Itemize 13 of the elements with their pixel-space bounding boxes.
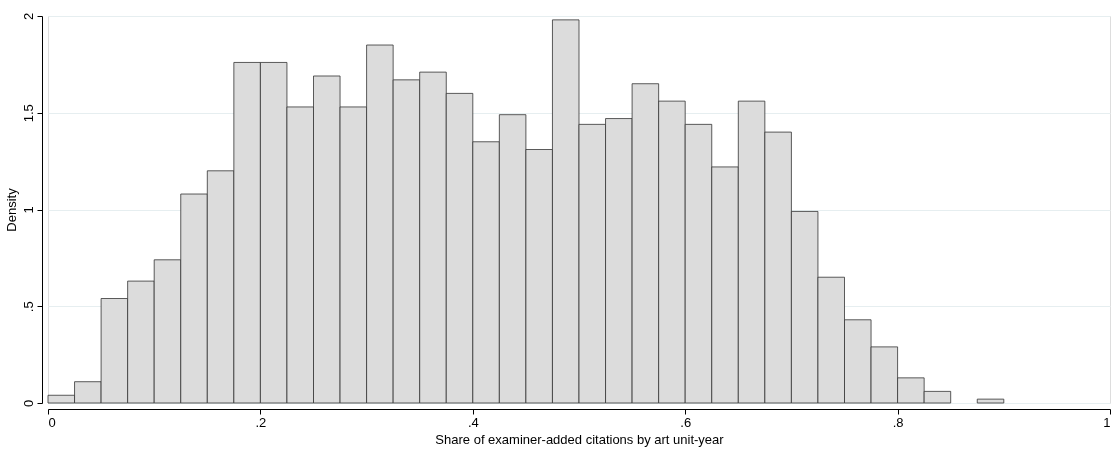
x-tick-label: .2 <box>255 414 267 430</box>
x-tick-label: .4 <box>467 414 479 430</box>
x-tick-label: 1 <box>1103 414 1111 430</box>
y-tick-label: 0 <box>20 399 36 408</box>
x-tick-label: .6 <box>680 414 692 430</box>
y-tick-label: 2 <box>20 12 36 21</box>
y-tick-label: 1.5 <box>20 104 36 123</box>
y-tick-label: 1 <box>20 206 36 214</box>
x-axis-title: Share of examiner-added citations by art unit-year <box>435 431 725 447</box>
y-tick-label: .5 <box>20 301 36 313</box>
y-axis-title: Density <box>3 187 19 232</box>
x-tick-label: 0 <box>48 414 56 430</box>
x-tick-label: .8 <box>892 414 904 430</box>
